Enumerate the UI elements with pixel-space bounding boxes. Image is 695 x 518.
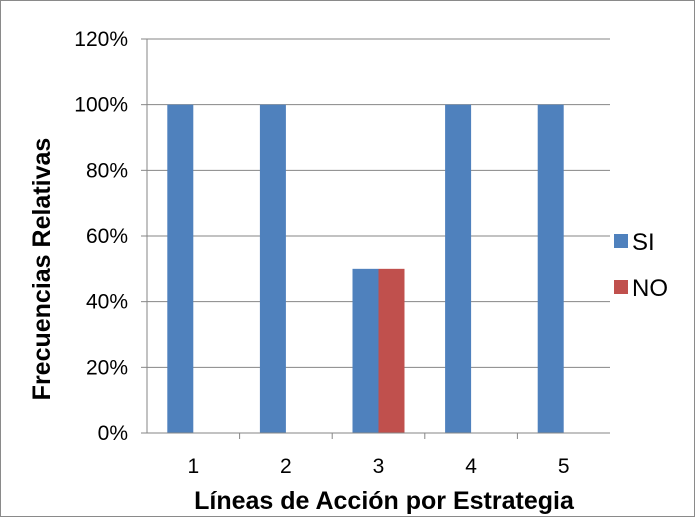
bar-si-3 bbox=[352, 268, 379, 433]
x-tick-label: 1 bbox=[187, 455, 199, 478]
x-axis-title: Líneas de Acción por Estrategia bbox=[194, 487, 575, 515]
y-tick-labels: 0% 20% 40% 60% 80% 100% 120% bbox=[74, 28, 147, 445]
y-tick-label: 20% bbox=[86, 356, 128, 379]
x-tick-label: 4 bbox=[465, 455, 477, 478]
y-axis-title: Frecuencias Relativas bbox=[28, 138, 56, 401]
y-tick-label: 40% bbox=[86, 291, 128, 314]
bar-no-3 bbox=[378, 268, 405, 433]
bar-si-2 bbox=[259, 104, 286, 434]
y-tick-label: 120% bbox=[74, 28, 128, 51]
x-tick-label: 2 bbox=[280, 455, 292, 478]
y-tick-label: 60% bbox=[86, 225, 128, 248]
bars bbox=[167, 104, 564, 434]
gridlines bbox=[147, 38, 610, 368]
legend-label-no: NO bbox=[632, 275, 668, 302]
legend-label-si: SI bbox=[632, 229, 655, 256]
y-tick-label: 80% bbox=[86, 159, 128, 182]
x-tick-label: 5 bbox=[558, 455, 570, 478]
x-tick-labels: 1 2 3 4 5 bbox=[187, 433, 570, 478]
legend: SI NO bbox=[614, 229, 668, 302]
bar-si-1 bbox=[167, 104, 194, 434]
legend-swatch-no bbox=[614, 280, 628, 294]
bar-si-5 bbox=[537, 104, 564, 434]
y-tick-label: 100% bbox=[74, 94, 128, 117]
bar-si-4 bbox=[445, 104, 472, 434]
y-tick-label: 0% bbox=[98, 422, 128, 445]
x-tick-label: 3 bbox=[373, 455, 385, 478]
legend-swatch-si bbox=[614, 234, 628, 248]
